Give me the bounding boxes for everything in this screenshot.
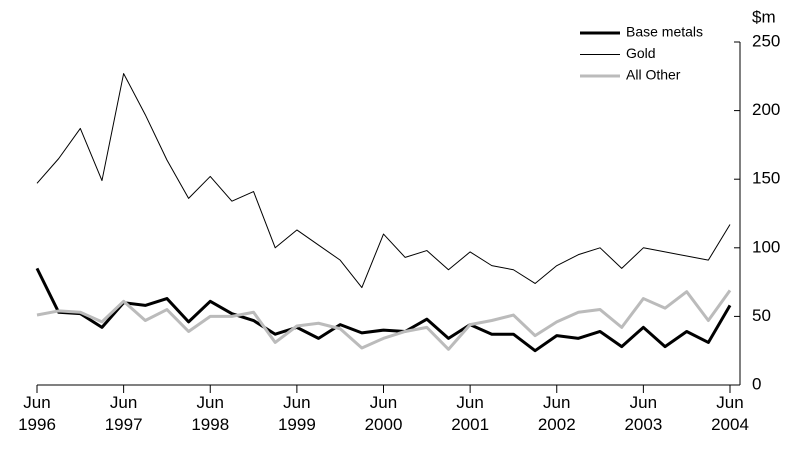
y-tick-label: 50: [752, 306, 771, 325]
x-tick-label: Jun 1997: [104, 393, 143, 434]
y-tick-label: 250: [752, 31, 780, 50]
x-tick-label: Jun 2004: [711, 393, 749, 434]
x-tick-label: Jun 1998: [191, 393, 230, 434]
x-tick-label: Jun 2003: [624, 393, 663, 434]
line-series: [35, 267, 732, 353]
x-tick-label: Jun 1996: [18, 393, 56, 434]
legend-label: Gold: [626, 45, 656, 61]
legend-label: All Other: [626, 67, 681, 83]
y-tick-label: 150: [752, 169, 780, 188]
x-tick-label: Jun 2000: [364, 393, 403, 434]
x-tick-label: Jun 2001: [451, 393, 490, 434]
x-tick-label: Jun 1999: [277, 393, 316, 434]
y-tick-label: 0: [752, 374, 761, 393]
y-tick-label: 200: [752, 100, 780, 119]
legend-label: Base metals: [626, 24, 703, 40]
x-tick-label: Jun 2002: [537, 393, 576, 434]
line-series: [36, 73, 731, 289]
y-axis-label: $m: [752, 7, 776, 26]
y-tick-label: 100: [752, 237, 780, 256]
line-series: [36, 289, 732, 351]
